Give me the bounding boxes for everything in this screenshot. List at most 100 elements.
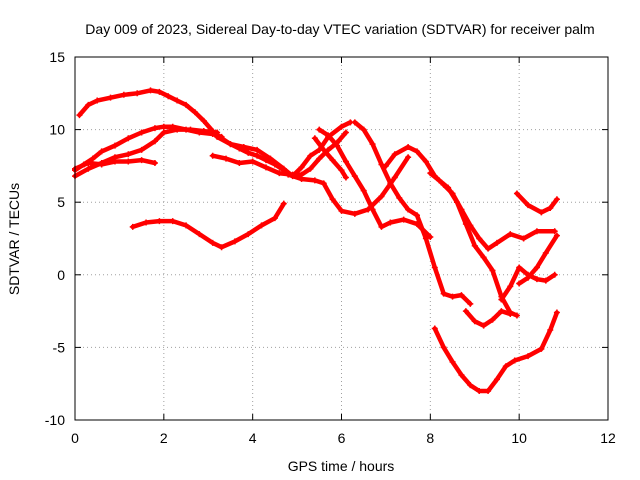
data-point	[493, 376, 500, 383]
data-point	[360, 126, 367, 133]
y-tick-label: -5	[53, 339, 66, 355]
y-tick-label: 0	[57, 267, 65, 283]
data-point	[183, 222, 190, 229]
data-point	[513, 312, 520, 319]
data-point	[342, 174, 349, 181]
x-axis-label: GPS time / hours	[288, 458, 395, 474]
data-point	[111, 154, 118, 161]
data-point	[553, 309, 560, 316]
data-point	[462, 220, 469, 227]
data-point	[533, 228, 540, 235]
data-point	[498, 308, 505, 315]
data-point	[547, 205, 554, 212]
y-axis-label: SDTVAR / TECUs	[6, 183, 22, 295]
data-point	[320, 146, 327, 153]
data-point	[427, 234, 434, 241]
data-point	[507, 283, 514, 290]
y-tick-labels: -10 -5 0 5 10 15	[45, 49, 65, 428]
data-point	[378, 161, 385, 168]
data-point	[107, 94, 114, 101]
data-point	[400, 216, 407, 223]
data-point	[538, 209, 545, 216]
data-point	[431, 264, 438, 271]
y-tick-label: 15	[49, 49, 65, 65]
series-arc-16-points	[498, 264, 558, 303]
data-point	[449, 293, 456, 300]
data-point	[227, 141, 234, 148]
data-point	[342, 158, 349, 165]
data-point	[209, 152, 216, 159]
x-tick-label: 0	[71, 430, 79, 446]
data-point	[191, 109, 198, 116]
data-point	[307, 165, 314, 172]
data-point	[513, 190, 520, 197]
data-point	[267, 155, 274, 162]
series-arc-14-points	[462, 308, 514, 329]
x-tick-label: 6	[338, 430, 346, 446]
data-point	[129, 223, 136, 230]
series-arc-5-points	[129, 200, 287, 251]
data-point	[298, 164, 305, 171]
data-point	[338, 123, 345, 130]
x-tick-label: 2	[160, 430, 168, 446]
data-point	[485, 387, 492, 394]
y-tick-label: 5	[57, 194, 65, 210]
data-point	[471, 318, 478, 325]
chart-title: Day 009 of 2023, Sidereal Day-to-day VTE…	[85, 21, 594, 37]
data-point	[453, 199, 460, 206]
data-point	[245, 231, 252, 238]
data-point	[334, 142, 341, 149]
data-point	[542, 277, 549, 284]
data-point	[200, 117, 207, 124]
series-arc-14	[463, 308, 513, 328]
data-point	[254, 146, 261, 153]
data-point	[471, 242, 478, 249]
data-point	[174, 97, 181, 104]
data-point	[551, 271, 558, 278]
data-point	[85, 159, 92, 166]
data-point	[489, 267, 496, 274]
series-arc-15	[432, 310, 560, 394]
data-point	[254, 152, 261, 159]
data-point	[431, 325, 438, 332]
data-point	[458, 371, 465, 378]
data-point	[538, 345, 545, 352]
data-point	[236, 159, 243, 166]
series-arc-8-points	[285, 154, 412, 217]
data-point	[533, 276, 540, 283]
data-point	[311, 177, 318, 184]
data-point	[427, 170, 434, 177]
data-point	[214, 133, 221, 140]
data-point	[111, 142, 118, 149]
data-point	[436, 177, 443, 184]
data-point	[422, 235, 429, 242]
data-point	[125, 135, 132, 142]
data-point	[94, 97, 101, 104]
data-point	[553, 232, 560, 239]
series-arc-15-points	[431, 309, 560, 394]
data-point	[533, 264, 540, 271]
data-point	[325, 132, 332, 139]
data-point	[516, 264, 523, 271]
data-point	[151, 138, 158, 145]
data-point	[338, 167, 345, 174]
data-point	[174, 126, 181, 133]
data-point	[445, 184, 452, 191]
data-point	[391, 151, 398, 158]
data-point	[209, 239, 216, 246]
data-point	[329, 196, 336, 203]
data-point	[525, 202, 532, 209]
x-tick-label: 10	[511, 430, 527, 446]
data-point	[271, 215, 278, 222]
x-tick-labels: 0 2 4 6 8 10 12	[71, 430, 616, 446]
data-point	[369, 141, 376, 148]
data-point	[307, 152, 314, 159]
data-point	[480, 254, 487, 261]
data-point	[262, 164, 269, 171]
data-point	[476, 235, 483, 242]
data-point	[467, 382, 474, 389]
data-point	[258, 222, 265, 229]
data-point	[76, 112, 83, 119]
data-point	[249, 158, 256, 165]
data-point	[485, 245, 492, 252]
